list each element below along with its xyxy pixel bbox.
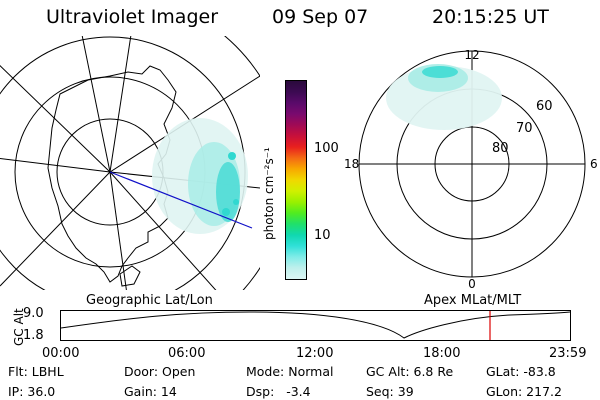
timeline-xtick-2: 12:00 — [296, 346, 334, 361]
altitude-timeline — [60, 310, 571, 341]
timeline-ytick-high: 9.0 — [23, 306, 44, 321]
timeline-xtick-1: 06:00 — [168, 346, 206, 361]
timeline-xtick-3: 18:00 — [423, 346, 461, 361]
gain-info: Gain: 14 — [124, 384, 177, 399]
filter-info: Flt: LBHL — [8, 364, 64, 379]
gc-alt-info: GC Alt: 6.8 Re — [366, 364, 454, 379]
mlt-label-right: 6 — [590, 157, 598, 171]
meridian-line — [109, 36, 132, 173]
altitude-curve — [60, 311, 571, 339]
door-info: Door: Open — [124, 364, 196, 379]
mlt-label-top: 12 — [464, 48, 479, 62]
meridian-line — [109, 171, 217, 290]
meridian-line — [109, 171, 127, 290]
image-title: Ultraviolet Imager — [46, 6, 219, 28]
magnetic-map: 12 18 6 0 60 70 80 — [344, 48, 598, 288]
mlat-label-80: 80 — [492, 141, 509, 156]
timeline-xtick-4: 23:59 — [549, 346, 587, 361]
colorbar-tick-100: 100 — [314, 141, 339, 156]
timeline-xtick-0: 00:00 — [42, 346, 80, 361]
ip-info: IP: 36.0 — [8, 384, 56, 399]
colorbar-label: photon cm⁻²s⁻¹ — [262, 147, 276, 240]
aurora-oval — [386, 64, 502, 130]
magnetic-caption: Apex MLat/MLT — [424, 293, 522, 308]
observation-date: 09 Sep 07 — [272, 6, 369, 28]
colorbar — [285, 80, 307, 280]
timeline-ytick-low: 1.8 — [23, 328, 44, 343]
mlat-label-60: 60 — [536, 99, 553, 114]
dsp-info: Dsp: -3.4 — [246, 384, 311, 399]
meridian-line — [0, 157, 111, 173]
mode-info: Mode: Normal — [246, 364, 334, 379]
aurora-emission — [152, 118, 248, 234]
glon-info: GLon: 217.2 — [486, 384, 562, 399]
mlt-label-left: 18 — [344, 157, 359, 171]
observation-time: 20:15:25 UT — [432, 6, 549, 28]
geographic-caption: Geographic Lat/Lon — [86, 293, 213, 308]
coastline — [47, 65, 177, 283]
sun-direction-line — [109, 171, 253, 229]
meridian-line — [0, 64, 111, 173]
seq-info: Seq: 39 — [366, 384, 414, 399]
geographic-map — [0, 36, 260, 290]
meridian-line — [81, 36, 111, 173]
mlt-label-bottom: 0 — [468, 277, 476, 288]
glat-info: GLat: -83.8 — [486, 364, 556, 379]
peninsula-outline — [119, 265, 141, 287]
mlat-label-70: 70 — [516, 121, 533, 136]
colorbar-tick-10: 10 — [314, 228, 331, 243]
meridian-line — [0, 171, 111, 287]
